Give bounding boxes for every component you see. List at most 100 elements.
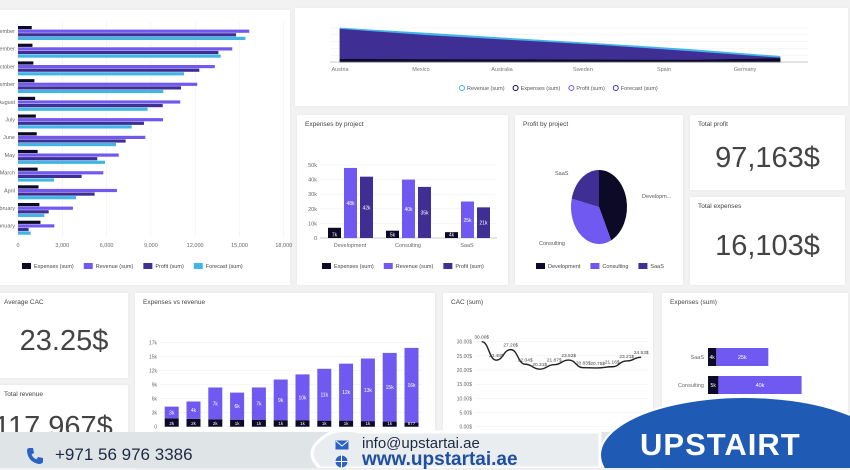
legend-label: Revenue (sum) [467,86,505,92]
bar-october-2 [18,68,200,72]
data-label: 27.20$ [503,343,518,349]
bar-expenses [273,420,288,427]
legend-label: Forecast (sum) [206,264,243,270]
bar-may-2 [18,157,98,161]
legend-label: Profit (sum) [576,86,605,92]
bar-expenses [251,419,266,427]
bar-expenses [186,418,201,427]
y-tick-label: 15.00$ [457,382,473,388]
y-tick-label: July [5,118,15,124]
data-label: 40k [404,207,413,213]
bar-january-1 [18,224,55,228]
y-tick-label: 30.00$ [457,340,473,346]
website-link[interactable]: www.upstartai.ae [362,449,518,470]
bar-july-3 [18,125,132,129]
y-tick-label: 50k [308,163,317,169]
x-tick-label: 15,000 [231,243,248,249]
y-tick-label: February [0,206,15,212]
bar-march-3 [18,178,55,182]
data-label: 23.48$ [489,353,504,359]
legend-swatch [638,263,648,269]
x-tick-label: 0 [16,243,19,249]
bar-march-1 [18,171,104,175]
bar-september-0 [18,79,35,83]
email-icon [335,440,349,450]
bar-revenue [273,379,288,421]
x-tick-label: 9,000 [144,243,158,249]
bar-october-3 [18,72,184,76]
bar-august-0 [18,96,36,100]
y-tick-label: 17k [149,341,158,347]
legend-label: Expenses (sum) [521,86,561,92]
bar-revenue [360,358,375,422]
bar-august-2 [18,104,163,108]
data-label: 1k [235,421,241,426]
legend-swatch [443,263,453,269]
y-tick-label: SaaS [691,355,705,361]
data-label: 16k [407,383,416,389]
bar-expenses [708,376,719,394]
y-tick-label: Consulting [678,383,704,389]
legend-swatch [536,263,545,269]
legend-marker [612,85,619,91]
bar-saas-1 [461,201,474,238]
email-link[interactable]: info@upstartai.ae [362,435,480,452]
bar-december-2 [18,33,237,37]
data-label: 9k [278,398,284,404]
legend-marker [512,85,519,91]
legend-label: Expenses (sum) [34,264,74,270]
logo-backdrop [600,397,850,468]
pie-slice-consulting [571,198,612,244]
data-label: 23.52$ [561,353,576,359]
panel-title: Total expenses [698,203,742,210]
bar-april-1 [18,188,117,193]
bar-saas-0 [445,232,458,238]
bar-may-1 [18,153,119,157]
data-label: 1k [344,421,350,426]
bar-revenue [251,387,266,420]
bar-september-2 [18,86,182,90]
bar-expenses [295,420,310,427]
data-label: 4k [449,233,455,239]
x-tick-label: 12,000 [187,243,204,249]
legend-swatch [143,263,153,269]
data-label: 5k [711,383,717,389]
y-tick-label: August [0,100,15,106]
bar-november-1 [18,47,233,51]
data-label: 1k [278,421,284,426]
legend-label: Development [548,264,581,270]
x-tick-label: SaaS [460,243,474,249]
legend-label: Revenue (sum) [96,264,134,270]
y-tick-label: 20.00$ [457,368,473,374]
y-tick-label: April [4,188,15,194]
bar-revenue [716,348,769,366]
bar-revenue [382,352,397,422]
y-tick-label: 0 [154,425,157,431]
slice-label: SaaS [555,171,569,177]
panel-title: Expenses by project [305,121,364,128]
area-forecast [339,29,781,63]
y-tick-label: 9k [152,383,158,389]
data-label: 2k [191,421,197,426]
x-tick-label: Austria [331,67,349,73]
bar-saas-2 [477,207,490,238]
data-label: 1k [300,421,306,426]
data-label: 1k [257,421,263,426]
bar-february-3 [18,213,45,217]
bar-january-0 [18,220,41,224]
data-label: 1k [322,421,328,426]
panel-title: Profit by project [523,121,569,128]
data-label: 21.87$ [547,358,562,364]
data-label: 7k [213,401,219,407]
kpi-value: 23.25$ [19,325,109,357]
phone-number[interactable]: +971 56 976 3386 [55,445,193,464]
bar-june-2 [18,139,126,143]
kpi-value: 97,163$ [715,142,820,174]
legend-swatch [22,263,31,269]
data-label: 21.16$ [605,360,620,366]
y-tick-label: 3k [152,411,158,417]
data-label: 35k [420,210,429,216]
bar-june-0 [18,132,37,136]
legend-label: Profit (sum) [155,264,184,270]
